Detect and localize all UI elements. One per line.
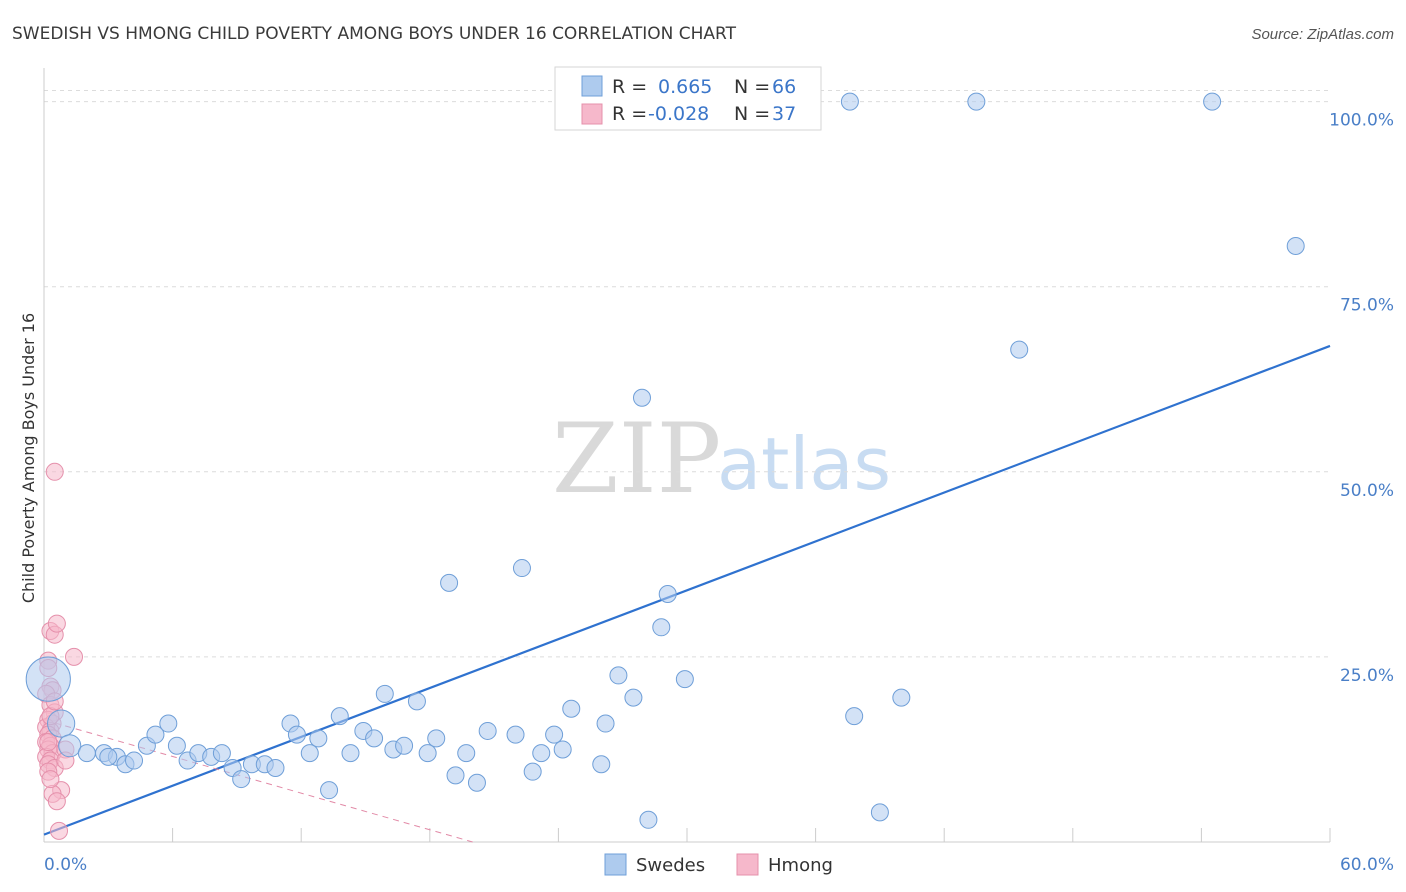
watermark: ZIP atlas bbox=[552, 403, 891, 515]
swedes-point bbox=[25, 656, 71, 702]
series-legend-swatch-swedes bbox=[604, 853, 627, 876]
swedes-point bbox=[632, 388, 651, 407]
swedes-trend-line bbox=[43, 344, 1331, 836]
hmong-point bbox=[65, 647, 84, 666]
legend-n-value-hmong: 37 bbox=[772, 103, 796, 125]
swedes-point bbox=[341, 744, 360, 763]
swedes-point bbox=[146, 725, 165, 744]
swedes-point bbox=[512, 559, 531, 578]
swedes-point bbox=[440, 573, 459, 592]
hmong-point bbox=[50, 821, 69, 840]
swedes-point bbox=[592, 755, 611, 774]
series-legend: Swedes Hmong bbox=[604, 853, 833, 876]
swedes-point bbox=[407, 692, 426, 711]
swedes-point bbox=[845, 707, 864, 726]
swedes-point bbox=[47, 709, 76, 738]
legend-r-value-hmong: -0.028 bbox=[648, 103, 709, 125]
swedes-point bbox=[652, 618, 671, 637]
swedes-point bbox=[300, 744, 319, 763]
legend-swatch-hmong bbox=[581, 103, 603, 125]
hmong-point bbox=[39, 733, 58, 752]
watermark-zip: ZIP bbox=[552, 403, 721, 515]
y-tick-label: 100.0% bbox=[1329, 111, 1394, 131]
swedes-point bbox=[532, 744, 551, 763]
swedes-point bbox=[395, 736, 414, 755]
swedes-point bbox=[639, 810, 658, 829]
y-tick-label: 50.0% bbox=[1340, 481, 1394, 501]
swedes-point bbox=[553, 740, 572, 759]
hmong-point bbox=[45, 462, 64, 481]
swedes-point bbox=[125, 751, 144, 770]
swedes-point bbox=[609, 666, 628, 685]
swedes-point bbox=[1010, 340, 1029, 359]
swedes-point bbox=[99, 747, 118, 766]
correlation-legend: R = 0.665 N = 66 R = -0.028 N = 37 bbox=[554, 66, 822, 131]
swedes-point bbox=[167, 736, 186, 755]
legend-r-label-swedes: R = bbox=[612, 76, 647, 98]
swedes-point bbox=[840, 92, 859, 111]
swedes-point bbox=[309, 729, 328, 748]
swedes-point bbox=[562, 699, 581, 718]
hmong-trend-line bbox=[43, 719, 473, 843]
swedes-point bbox=[287, 725, 306, 744]
hmong-point bbox=[47, 792, 66, 811]
swedes-point bbox=[427, 729, 446, 748]
swedes-point bbox=[545, 725, 564, 744]
swedes-point bbox=[675, 670, 694, 689]
swedes-point bbox=[596, 714, 615, 733]
swedes-point bbox=[1203, 92, 1222, 111]
x-tick-label-max: 60.0% bbox=[1340, 855, 1394, 875]
swedes-point bbox=[212, 744, 231, 763]
swedes-point bbox=[478, 721, 497, 740]
chart-source: Source: ZipAtlas.com bbox=[1251, 26, 1394, 43]
watermark-atlas: atlas bbox=[717, 422, 891, 506]
y-tick-label: 75.0% bbox=[1340, 296, 1394, 316]
swedes-point bbox=[375, 684, 394, 703]
legend-n-value-swedes: 66 bbox=[772, 76, 796, 98]
y-tick-labels: 25.0% 50.0% 75.0% 100.0% bbox=[1329, 111, 1394, 686]
swedes-point bbox=[892, 688, 911, 707]
swedes-point bbox=[159, 714, 178, 733]
legend-n-label-hmong: N = bbox=[734, 103, 770, 125]
gridlines bbox=[44, 90, 1330, 658]
swedes-point bbox=[365, 729, 384, 748]
series-legend-swatch-hmong bbox=[736, 853, 759, 876]
swedes-points bbox=[25, 92, 1305, 829]
series-legend-label-swedes: Swedes bbox=[636, 855, 705, 876]
swedes-point bbox=[467, 773, 486, 792]
swedes-point bbox=[266, 758, 285, 777]
chart-title: SWEDISH VS HMONG CHILD POVERTY AMONG BOY… bbox=[12, 24, 737, 44]
trend-lines bbox=[43, 344, 1331, 843]
swedes-point bbox=[658, 584, 677, 603]
legend-r-value-swedes: 0.665 bbox=[658, 76, 712, 98]
swedes-point bbox=[506, 725, 525, 744]
legend-r-label-hmong: R = bbox=[612, 103, 647, 125]
swedes-point bbox=[967, 92, 986, 111]
y-axis-label: Child Poverty Among Boys Under 16 bbox=[19, 313, 38, 603]
swedes-point bbox=[624, 688, 643, 707]
swedes-point bbox=[58, 734, 82, 758]
swedes-point bbox=[1286, 236, 1305, 255]
swedes-point bbox=[523, 762, 542, 781]
swedes-point bbox=[418, 744, 437, 763]
swedes-point bbox=[330, 707, 349, 726]
hmong-point bbox=[47, 614, 66, 633]
legend-swatch-swedes bbox=[581, 75, 603, 97]
hmong-point bbox=[41, 770, 60, 789]
swedes-point bbox=[77, 744, 96, 763]
swedes-point bbox=[870, 803, 889, 822]
swedes-point bbox=[457, 744, 476, 763]
swedes-point bbox=[446, 766, 465, 785]
swedes-point bbox=[232, 770, 251, 789]
x-tick-label-min: 0.0% bbox=[44, 855, 87, 875]
legend-n-label-swedes: N = bbox=[734, 76, 770, 98]
series-legend-label-hmong: Hmong bbox=[768, 855, 833, 876]
swedes-point bbox=[320, 781, 339, 800]
y-tick-label: 25.0% bbox=[1340, 666, 1394, 686]
x-tick-labels: 0.0% 60.0% bbox=[44, 855, 1394, 875]
